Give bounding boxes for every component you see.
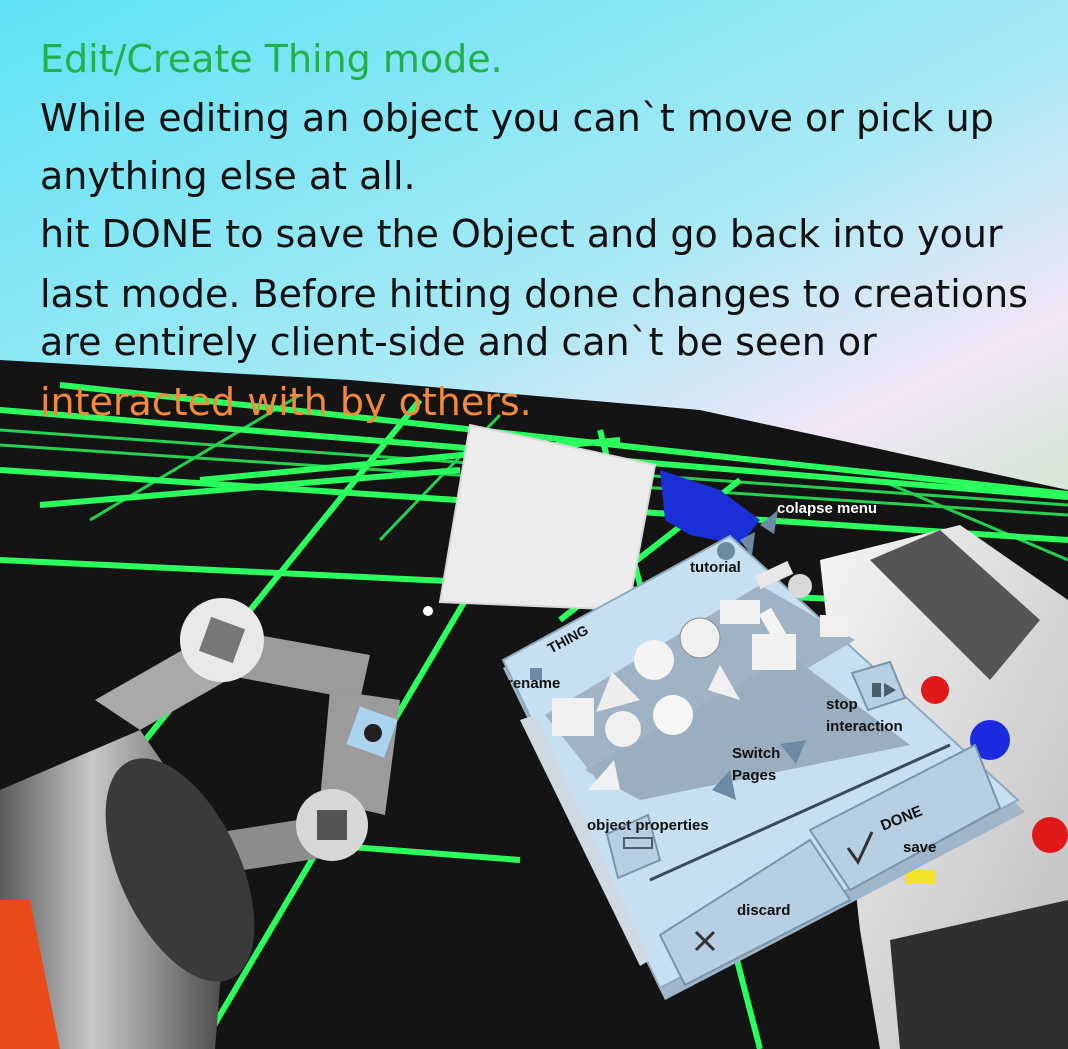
controller-top [870,530,1040,680]
previous-page-arrow[interactable] [712,770,736,800]
tutorial-button[interactable] [717,542,735,560]
controller-blue-button [970,720,1010,760]
discard-label: discard [737,902,791,919]
blue-hand-shape [660,470,760,545]
bar-shape[interactable] [754,561,794,589]
small-sphere-shape[interactable] [788,574,812,598]
icosphere-shape[interactable] [679,617,721,659]
pointer-dot [423,606,433,616]
wedge-shape[interactable] [820,615,848,637]
caption-line-5: are entirely client-side and can`t be se… [40,320,877,364]
controller-red-button [1032,817,1068,853]
caption-line-4: last mode. Before hitting done changes t… [40,272,1028,316]
collapse-arrow-left[interactable] [740,532,755,556]
collapse-menu-label: colapse menu [777,500,878,517]
cube-shape[interactable] [552,698,594,736]
next-page-arrow[interactable] [780,740,806,764]
thing-menu-panel [501,510,1025,1000]
sphere-shape-2[interactable] [653,695,693,735]
collapse-arrow-right[interactable] [760,510,778,534]
caption-line-2: anything else at all. [40,154,416,198]
box-shape[interactable] [752,634,796,670]
hemisphere-shape[interactable] [605,711,641,747]
tutorial-label: tutorial [690,559,741,576]
properties-icon [623,837,653,849]
discard-button[interactable] [658,838,852,987]
object-properties-button[interactable] [605,813,662,880]
stop-interaction-label: stop interaction [826,696,903,735]
left-gripper [0,598,400,1049]
plate-shape[interactable] [720,600,760,624]
controller-red-button-small [921,676,949,704]
save-label: save [903,839,937,856]
caption-highlight: interacted with by others. [40,380,532,424]
controller-grip [890,900,1068,1049]
caption-line-3: hit DONE to save the Object and go back … [40,212,1003,256]
panel-divider [649,743,951,882]
prism-shape[interactable] [708,665,740,700]
stop-icon [872,683,881,697]
caption-line-1: While editing an object you can`t move o… [40,96,994,140]
rename-label: rename [507,675,561,692]
switch-pages-label: Switch Pages [732,745,781,784]
checkmark-icon [846,831,874,865]
stylus [520,715,650,966]
pyramid-shape[interactable] [596,672,640,712]
controller-yellow-light [905,870,935,884]
done-button[interactable] [808,743,1002,892]
cone-shape[interactable] [588,760,620,790]
play-icon [884,683,896,697]
rename-icon[interactable] [530,668,542,680]
mode-heading: Edit/Create Thing mode. [40,37,503,81]
object-properties-label: object properties [587,817,709,834]
close-icon [694,930,716,952]
sphere-shape[interactable] [634,640,674,680]
